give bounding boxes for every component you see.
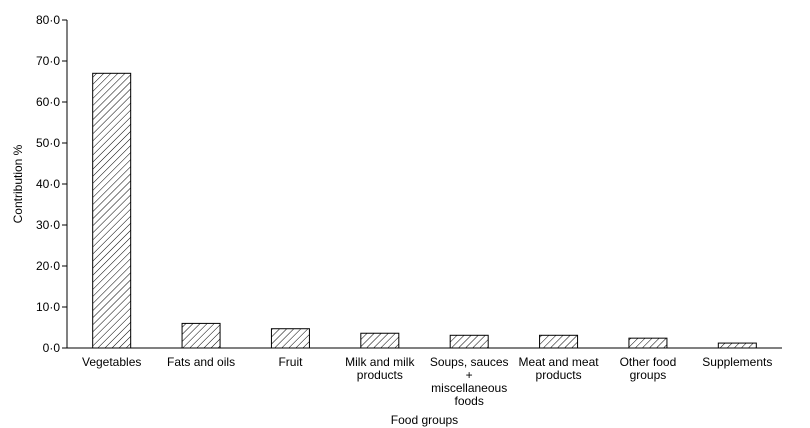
bar: [360, 332, 400, 349]
plot-area: 0·0 10·0 20·0 30·0 40·0 50·0 60·0 70·0 80·0 Veget…: [36, 13, 782, 408]
y-axis-title: Contribution %: [11, 144, 25, 223]
y-tick-label: 0·0: [43, 341, 61, 355]
y-tick-label: 30·0: [36, 218, 60, 232]
x-tick-label: Vegetables: [82, 355, 141, 369]
x-tick-label: Meat and meat: [519, 355, 600, 369]
bar: [539, 334, 579, 349]
x-tick-label: products: [536, 368, 582, 382]
x-tick-label: Milk and milk: [345, 355, 415, 369]
x-tick-label: Supplements: [702, 355, 772, 369]
bar: [270, 328, 310, 349]
x-tick-label: +: [466, 368, 473, 382]
y-tick-label: 50·0: [36, 136, 60, 150]
x-tick-label: Soups, sauces: [430, 355, 509, 369]
x-tick-label: miscellaneous: [431, 381, 507, 395]
y-tick-label: 60·0: [36, 95, 60, 109]
bar: [449, 334, 489, 349]
x-tick-label: products: [357, 368, 403, 382]
y-tick-label: 10·0: [36, 300, 60, 314]
y-tick-label: 80·0: [36, 13, 60, 27]
bar: [92, 72, 132, 349]
y-tick-label: 40·0: [36, 177, 60, 191]
x-tick-label: Other food: [620, 355, 677, 369]
y-tick-label: 70·0: [36, 54, 60, 68]
x-tick-label: Fats and oils: [167, 355, 235, 369]
x-tick-label: groups: [630, 368, 667, 382]
x-axis-title: Food groups: [391, 413, 458, 427]
x-tick-label: Fruit: [278, 355, 303, 369]
bar: [628, 337, 668, 349]
y-tick-label: 20·0: [36, 259, 60, 273]
x-tick-label: foods: [455, 394, 484, 408]
bar: [717, 342, 757, 349]
bar: [181, 322, 221, 349]
